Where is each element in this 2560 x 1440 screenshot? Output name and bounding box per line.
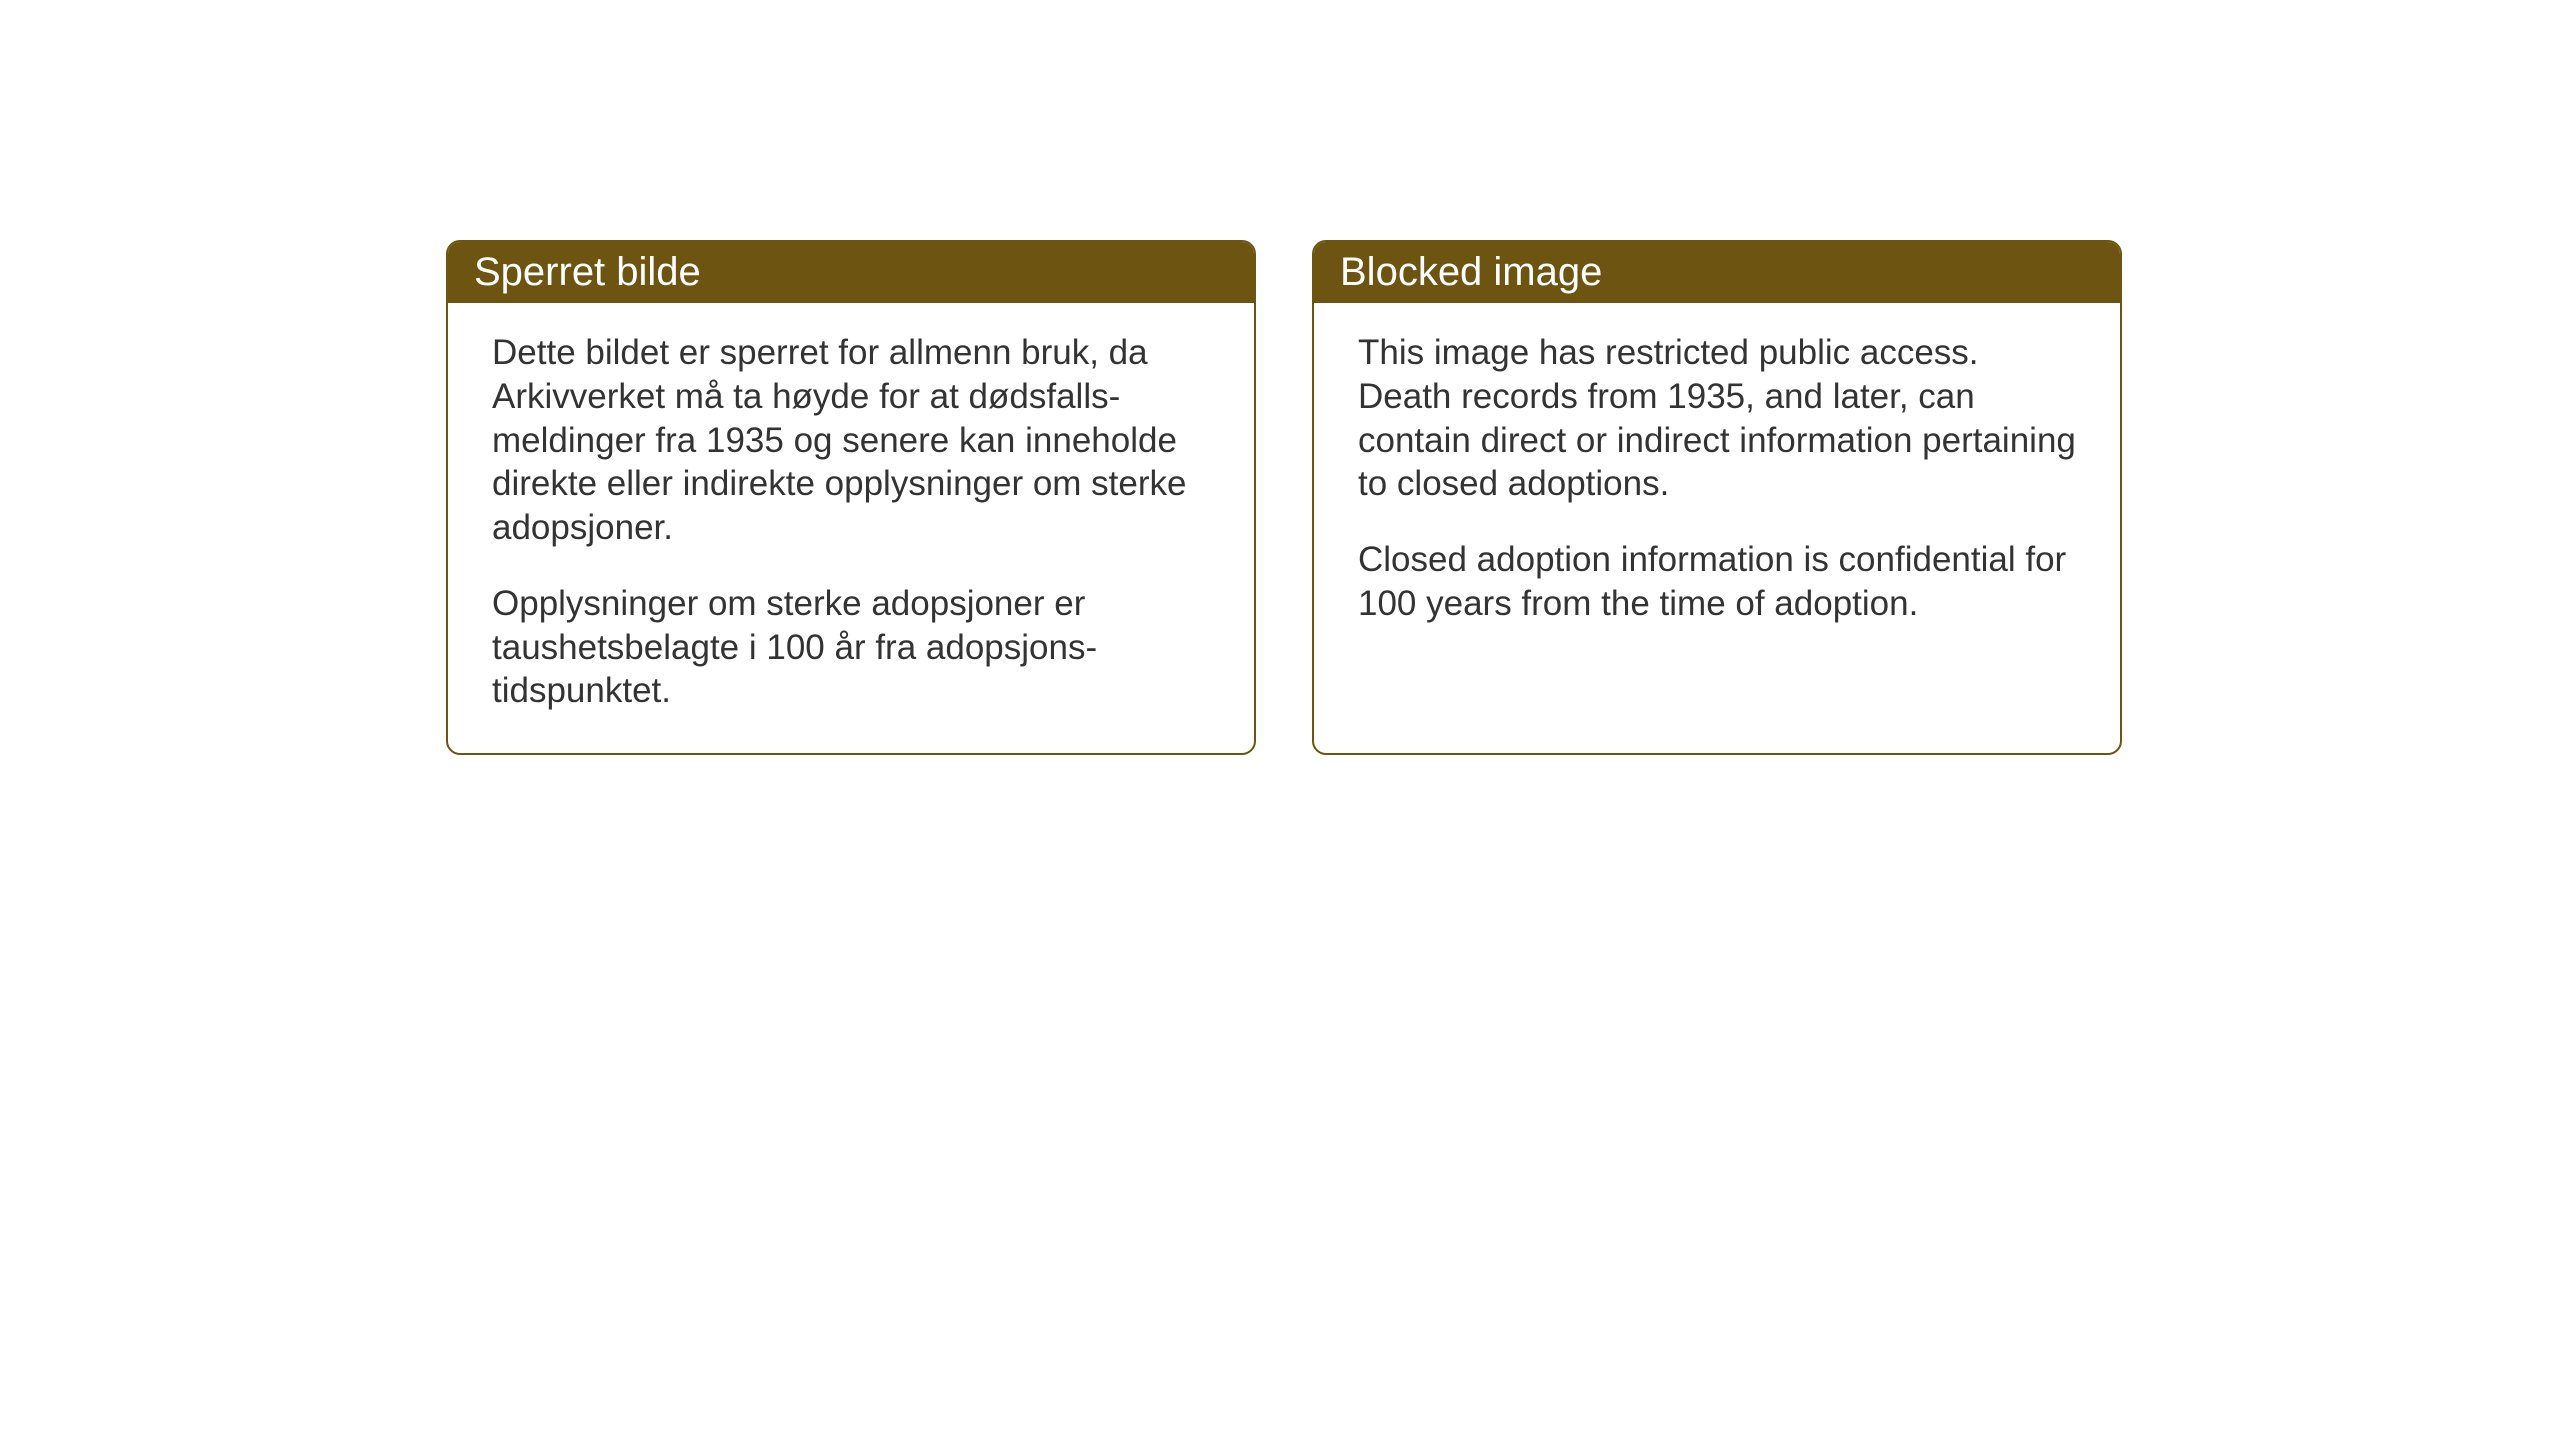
- card-body-english: This image has restricted public access.…: [1314, 303, 2120, 666]
- card-paragraph-norwegian-2: Opplysninger om sterke adopsjoner er tau…: [492, 582, 1210, 713]
- card-header-english: Blocked image: [1314, 242, 2120, 303]
- notice-card-english: Blocked image This image has restricted …: [1312, 240, 2122, 755]
- card-title-norwegian: Sperret bilde: [474, 250, 701, 294]
- card-paragraph-english-1: This image has restricted public access.…: [1358, 331, 2076, 506]
- card-paragraph-norwegian-1: Dette bildet er sperret for allmenn bruk…: [492, 331, 1210, 550]
- card-body-norwegian: Dette bildet er sperret for allmenn bruk…: [448, 303, 1254, 753]
- notice-card-norwegian: Sperret bilde Dette bildet er sperret fo…: [446, 240, 1256, 755]
- card-title-english: Blocked image: [1340, 250, 1602, 294]
- card-paragraph-english-2: Closed adoption information is confident…: [1358, 538, 2076, 626]
- card-header-norwegian: Sperret bilde: [448, 242, 1254, 303]
- notice-container: Sperret bilde Dette bildet er sperret fo…: [446, 240, 2122, 755]
